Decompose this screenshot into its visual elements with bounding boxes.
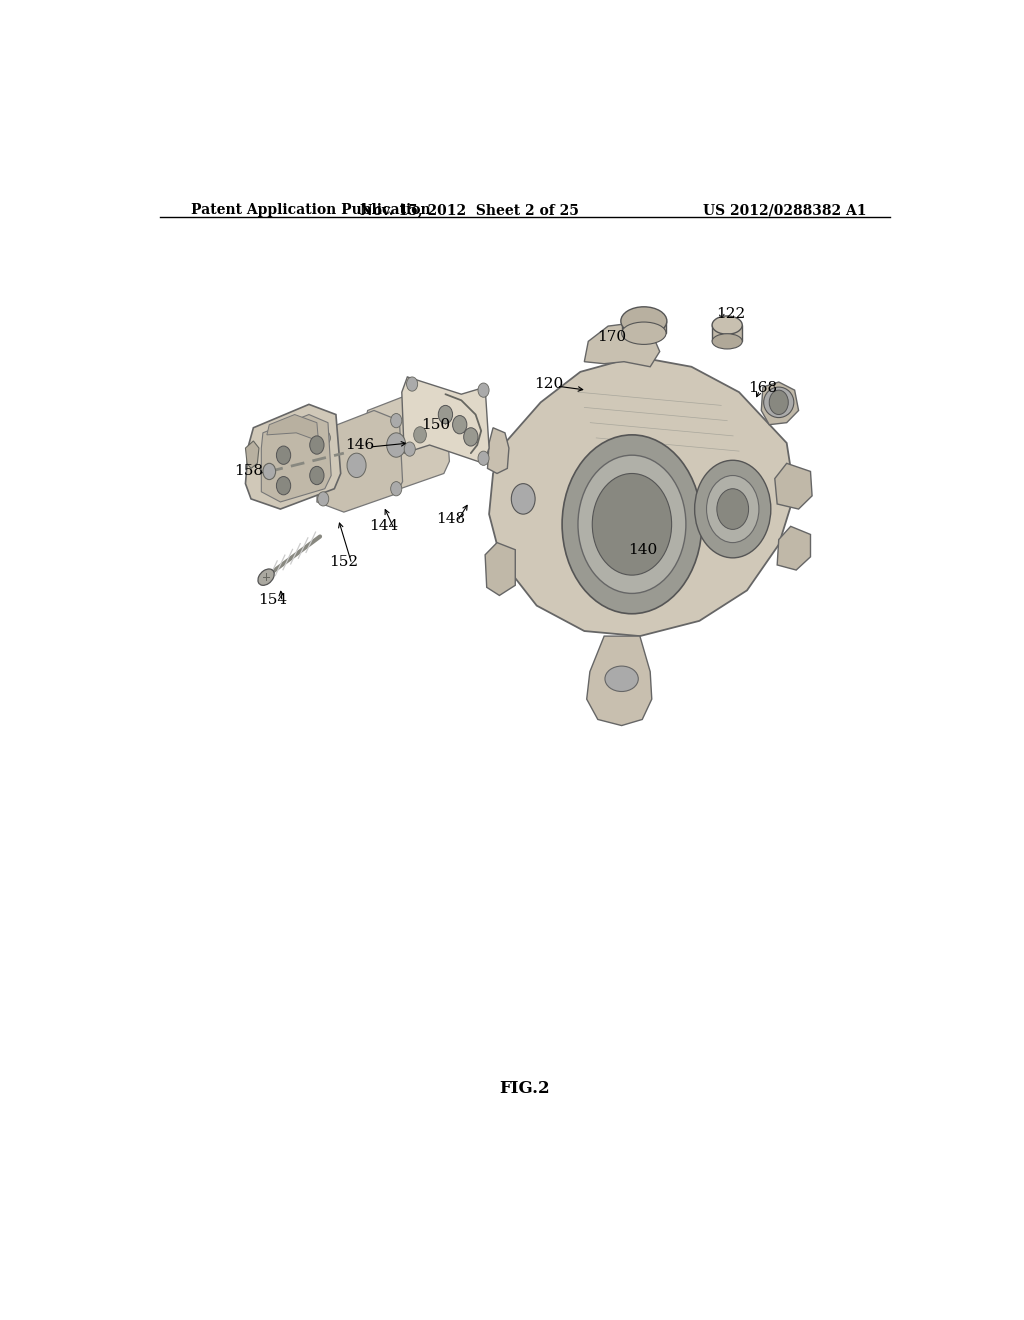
Circle shape bbox=[319, 430, 331, 445]
Polygon shape bbox=[585, 323, 659, 367]
Circle shape bbox=[309, 436, 324, 454]
Circle shape bbox=[478, 383, 489, 397]
Text: Nov. 15, 2012  Sheet 2 of 25: Nov. 15, 2012 Sheet 2 of 25 bbox=[359, 203, 579, 216]
Polygon shape bbox=[761, 381, 799, 425]
Polygon shape bbox=[261, 414, 331, 502]
Circle shape bbox=[438, 405, 453, 424]
Text: Patent Application Publication: Patent Application Publication bbox=[191, 203, 431, 216]
Polygon shape bbox=[485, 543, 515, 595]
Circle shape bbox=[707, 475, 759, 543]
Text: 168: 168 bbox=[749, 381, 777, 395]
Text: 146: 146 bbox=[345, 438, 375, 451]
Polygon shape bbox=[775, 463, 812, 510]
Ellipse shape bbox=[605, 667, 638, 692]
Text: 152: 152 bbox=[330, 554, 358, 569]
Circle shape bbox=[407, 378, 418, 391]
Circle shape bbox=[309, 466, 324, 484]
Circle shape bbox=[404, 442, 416, 457]
Circle shape bbox=[562, 434, 701, 614]
Polygon shape bbox=[401, 378, 489, 463]
Polygon shape bbox=[267, 414, 318, 441]
Polygon shape bbox=[487, 428, 509, 474]
Ellipse shape bbox=[764, 387, 794, 417]
Circle shape bbox=[511, 483, 536, 513]
Circle shape bbox=[769, 391, 788, 414]
Circle shape bbox=[317, 492, 329, 506]
Text: 120: 120 bbox=[534, 378, 563, 391]
Circle shape bbox=[263, 463, 275, 479]
Circle shape bbox=[592, 474, 672, 576]
Ellipse shape bbox=[712, 315, 742, 334]
Polygon shape bbox=[246, 441, 259, 469]
Ellipse shape bbox=[621, 306, 667, 335]
Text: 150: 150 bbox=[421, 417, 451, 432]
Polygon shape bbox=[622, 321, 666, 333]
Polygon shape bbox=[777, 527, 811, 570]
Ellipse shape bbox=[712, 334, 742, 348]
Circle shape bbox=[578, 455, 686, 594]
Circle shape bbox=[276, 446, 291, 465]
Circle shape bbox=[391, 482, 401, 496]
Text: 144: 144 bbox=[369, 519, 398, 533]
Circle shape bbox=[387, 433, 406, 457]
Circle shape bbox=[414, 426, 426, 444]
Ellipse shape bbox=[622, 322, 666, 345]
Text: 158: 158 bbox=[234, 465, 263, 478]
Circle shape bbox=[464, 428, 478, 446]
Text: 148: 148 bbox=[435, 512, 465, 527]
Circle shape bbox=[347, 453, 366, 478]
Text: 170: 170 bbox=[598, 330, 627, 345]
Text: 154: 154 bbox=[258, 593, 287, 606]
Polygon shape bbox=[587, 636, 652, 726]
Polygon shape bbox=[489, 356, 795, 636]
Circle shape bbox=[391, 413, 401, 428]
Polygon shape bbox=[365, 391, 450, 492]
Polygon shape bbox=[712, 325, 742, 342]
Circle shape bbox=[276, 477, 291, 495]
Circle shape bbox=[694, 461, 771, 558]
Ellipse shape bbox=[258, 569, 274, 585]
Text: 122: 122 bbox=[717, 308, 745, 321]
Polygon shape bbox=[316, 411, 402, 512]
Circle shape bbox=[453, 416, 467, 434]
Polygon shape bbox=[246, 404, 341, 510]
Circle shape bbox=[478, 451, 489, 466]
Circle shape bbox=[717, 488, 749, 529]
Text: US 2012/0288382 A1: US 2012/0288382 A1 bbox=[702, 203, 866, 216]
Text: FIG.2: FIG.2 bbox=[500, 1080, 550, 1097]
Text: 140: 140 bbox=[628, 543, 656, 557]
